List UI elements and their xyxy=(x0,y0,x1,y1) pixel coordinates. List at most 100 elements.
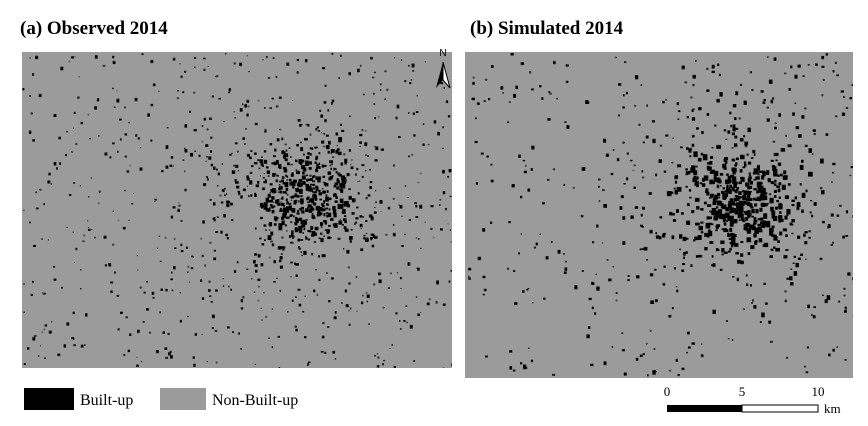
built-up-patch xyxy=(124,107,126,109)
built-up-patch xyxy=(348,174,350,175)
built-up-patch xyxy=(98,135,99,137)
built-up-patch xyxy=(361,302,363,305)
built-up-patch xyxy=(230,289,232,291)
built-up-patch xyxy=(255,264,258,267)
built-up-patch xyxy=(282,221,285,226)
built-up-patch xyxy=(298,289,301,291)
built-up-patch xyxy=(315,269,316,270)
built-up-patch xyxy=(525,165,526,167)
built-up-patch xyxy=(188,266,189,268)
built-up-patch xyxy=(245,128,247,129)
built-up-patch xyxy=(523,160,525,161)
built-up-patch xyxy=(272,210,275,214)
built-up-patch xyxy=(233,165,235,167)
built-up-patch xyxy=(380,200,383,204)
built-up-patch xyxy=(397,272,398,273)
built-up-patch xyxy=(254,153,257,155)
built-up-patch xyxy=(234,270,236,273)
built-up-patch xyxy=(365,130,366,131)
built-up-patch xyxy=(74,262,75,263)
built-up-patch xyxy=(27,347,29,349)
built-up-patch xyxy=(173,266,176,269)
built-up-patch xyxy=(774,180,776,183)
built-up-patch xyxy=(286,188,289,191)
built-up-patch xyxy=(596,287,599,291)
built-up-patch xyxy=(260,175,261,176)
built-up-patch xyxy=(686,147,689,150)
legend-swatch-nonbuilt xyxy=(160,388,206,410)
built-up-patch xyxy=(740,241,743,243)
built-up-patch xyxy=(365,220,367,222)
built-up-patch xyxy=(707,113,710,116)
built-up-patch xyxy=(387,89,389,91)
built-up-patch xyxy=(724,129,727,131)
built-up-patch xyxy=(170,355,173,359)
built-up-patch xyxy=(690,264,692,267)
built-up-patch xyxy=(205,144,208,147)
built-up-patch xyxy=(357,181,358,182)
built-up-patch xyxy=(811,215,813,218)
built-up-patch xyxy=(207,178,209,180)
built-up-patch xyxy=(744,162,746,164)
built-up-patch xyxy=(264,131,266,133)
built-up-patch xyxy=(300,189,302,191)
built-up-patch xyxy=(272,188,276,193)
built-up-patch xyxy=(59,162,61,165)
built-up-patch xyxy=(85,313,87,316)
built-up-patch xyxy=(272,346,273,348)
built-up-patch xyxy=(303,167,307,171)
built-up-patch xyxy=(290,214,293,216)
built-up-patch xyxy=(328,177,331,180)
built-up-patch xyxy=(714,176,717,178)
built-up-patch xyxy=(135,134,137,136)
built-up-patch xyxy=(374,72,376,73)
built-up-patch xyxy=(47,181,50,184)
built-up-patch xyxy=(263,177,265,179)
built-up-patch xyxy=(808,172,813,177)
built-up-patch xyxy=(355,174,357,176)
built-up-patch xyxy=(374,146,375,147)
built-up-patch xyxy=(315,199,317,201)
built-up-patch xyxy=(166,145,169,149)
built-up-patch xyxy=(596,274,597,275)
built-up-patch xyxy=(739,207,741,210)
built-up-patch xyxy=(536,243,538,246)
built-up-patch xyxy=(770,255,773,258)
built-up-patch xyxy=(240,108,243,112)
built-up-patch xyxy=(785,291,787,293)
built-up-patch xyxy=(413,113,415,115)
built-up-patch xyxy=(484,289,487,291)
built-up-patch xyxy=(270,241,272,243)
built-up-patch xyxy=(319,192,323,195)
built-up-patch xyxy=(534,247,536,249)
built-up-patch xyxy=(299,159,303,164)
built-up-patch xyxy=(447,176,449,178)
built-up-patch xyxy=(501,86,504,90)
built-up-patch xyxy=(701,131,704,134)
built-up-patch xyxy=(337,173,340,176)
built-up-patch xyxy=(620,206,623,210)
built-up-patch xyxy=(483,276,486,278)
built-up-patch xyxy=(676,290,678,293)
built-up-patch xyxy=(319,177,321,180)
built-up-patch xyxy=(692,117,695,121)
built-up-patch xyxy=(732,159,736,162)
built-up-patch xyxy=(327,109,329,111)
built-up-patch xyxy=(224,194,226,196)
built-up-patch xyxy=(281,138,283,141)
built-up-patch xyxy=(298,184,302,187)
built-up-patch xyxy=(258,254,261,258)
built-up-patch xyxy=(721,191,725,194)
built-up-patch xyxy=(303,251,306,255)
built-up-patch xyxy=(295,228,298,231)
built-up-patch xyxy=(235,179,237,182)
built-up-patch xyxy=(720,241,724,245)
built-up-patch xyxy=(140,287,142,289)
built-up-patch xyxy=(270,232,273,236)
built-up-patch xyxy=(31,294,33,296)
built-up-patch xyxy=(290,262,293,264)
built-up-patch xyxy=(32,73,34,76)
built-up-patch xyxy=(147,113,150,116)
built-up-patch xyxy=(53,266,55,267)
built-up-patch xyxy=(73,128,74,129)
